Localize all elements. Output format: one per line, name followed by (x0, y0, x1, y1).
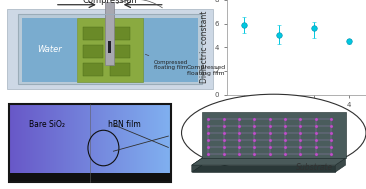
Polygon shape (18, 14, 202, 84)
Text: Bare SiO₂: Bare SiO₂ (29, 120, 65, 129)
Polygon shape (105, 2, 114, 65)
Polygon shape (83, 63, 103, 76)
Text: Compression: Compression (82, 0, 137, 5)
Polygon shape (202, 112, 346, 158)
Polygon shape (143, 18, 198, 81)
Polygon shape (110, 45, 130, 58)
Polygon shape (110, 63, 130, 76)
Text: Substrate: Substrate (296, 163, 333, 172)
Polygon shape (9, 173, 171, 182)
Polygon shape (7, 9, 213, 89)
Text: Compressed
floating film: Compressed floating film (187, 65, 226, 76)
X-axis label: Number of depositions: Number of depositions (253, 114, 340, 123)
Polygon shape (83, 45, 103, 58)
Text: Compressed
floating film: Compressed floating film (145, 54, 188, 70)
Polygon shape (192, 158, 346, 165)
Ellipse shape (182, 94, 366, 171)
Polygon shape (335, 158, 346, 172)
Polygon shape (110, 27, 130, 40)
Y-axis label: Dielectric constant: Dielectric constant (200, 11, 209, 83)
Polygon shape (192, 165, 335, 172)
Polygon shape (192, 158, 202, 172)
Text: Water: Water (37, 45, 62, 54)
Polygon shape (22, 18, 77, 81)
Text: hBN film: hBN film (108, 120, 141, 129)
Polygon shape (77, 18, 143, 81)
Polygon shape (108, 41, 111, 53)
Polygon shape (83, 27, 103, 40)
